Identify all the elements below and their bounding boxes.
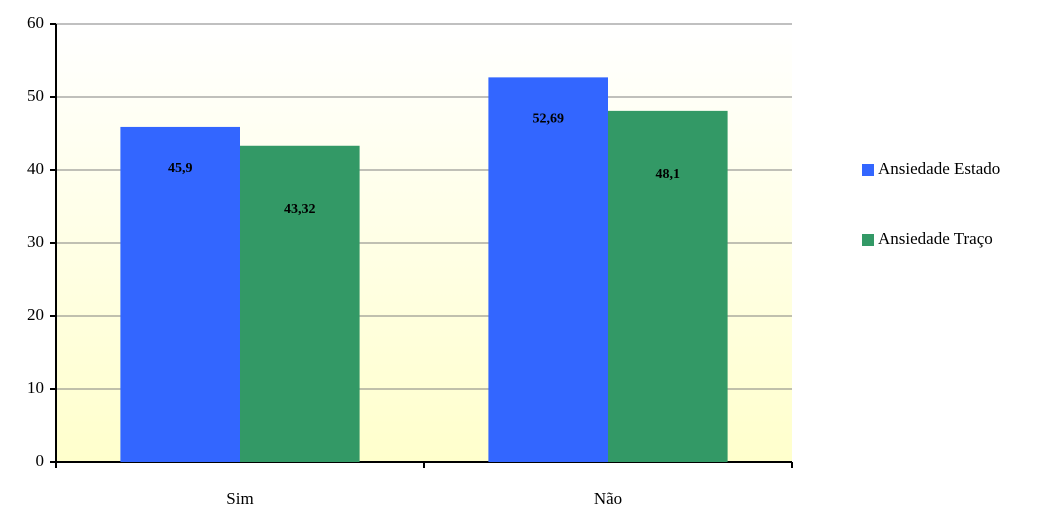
y-tick-label: 50 bbox=[27, 86, 44, 105]
bar bbox=[488, 77, 608, 462]
y-tick-label: 10 bbox=[27, 378, 44, 397]
legend-swatch bbox=[862, 164, 874, 176]
x-tick-label: Não bbox=[594, 489, 622, 508]
legend-label: Ansiedade Estado bbox=[878, 159, 1000, 178]
bar bbox=[240, 145, 360, 462]
data-label: 48,1 bbox=[656, 167, 681, 182]
legend-swatch bbox=[862, 234, 874, 246]
y-tick-label: 30 bbox=[27, 232, 44, 251]
bar bbox=[608, 110, 728, 463]
data-label: 45,9 bbox=[168, 161, 193, 176]
y-tick-label: 40 bbox=[27, 159, 44, 178]
y-tick-label: 60 bbox=[27, 13, 44, 32]
data-label: 52,69 bbox=[532, 112, 564, 127]
bar bbox=[120, 126, 240, 463]
data-label: 43,32 bbox=[284, 202, 316, 217]
x-tick-label: Sim bbox=[226, 489, 253, 508]
y-tick-label: 0 bbox=[36, 451, 45, 470]
y-tick-label: 20 bbox=[27, 305, 44, 324]
legend-label: Ansiedade Traço bbox=[878, 229, 993, 248]
